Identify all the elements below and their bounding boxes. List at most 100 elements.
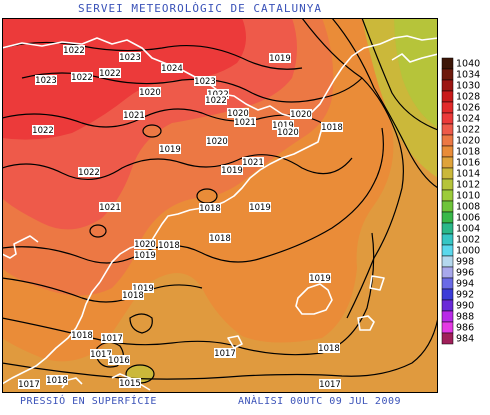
contour-label: 1019 [272,120,294,131]
contour-label: 1022 [63,45,85,56]
legend-swatch [441,277,454,290]
contour-label-box [214,348,236,358]
contour-label-box [122,290,144,300]
contour-label-box [234,117,256,127]
contour-label-text: 1018 [122,291,144,301]
contour-label: 1022 [71,72,93,83]
contour-label-box [209,233,231,243]
contour-label: 1019 [132,283,154,294]
contour-label-text: 1018 [46,376,68,386]
legend-label: 1034 [456,70,480,81]
contour-label-box [71,72,93,82]
contour-label-box [161,63,183,73]
isobar-line [89,224,107,238]
contour-label: 1017 [18,379,40,390]
map-frame [2,18,438,393]
contour-label: 1015 [119,378,141,389]
legend-label: 1016 [456,158,480,169]
contour-label-text: 1023 [35,76,57,86]
contour-label-box [242,157,264,167]
legend-label: 1022 [456,125,480,136]
contour-label-box [108,355,130,365]
contour-label-box [119,52,141,62]
contour-label-text: 1020 [134,240,156,250]
contour-label-text: 1016 [108,356,130,366]
contour-label-text: 1021 [234,118,256,128]
contour-label: 1018 [158,240,180,251]
coastline [391,53,438,63]
map-caption: PRESSIÓ EN SUPERFÍCIE [20,396,157,407]
legend-swatch [441,178,454,191]
contour-label-text: 1019 [132,284,154,294]
isobar-line [142,124,162,138]
pressure-map: 1022102310191023102210221024102310221020… [2,18,438,393]
isobar-line [2,108,323,128]
analysis-date: ANÀLISI 00UTC 09 JUL 2009 [238,396,402,407]
contour-label-text: 1019 [159,145,181,155]
contour-label: 1019 [309,273,331,284]
legend-label: 1010 [456,191,480,202]
contour-label-text: 1021 [123,111,145,121]
contour-label-box [63,45,85,55]
contour-label-text: 1022 [205,96,227,106]
contour-label: 1020 [139,87,161,98]
contour-label-box [269,53,291,63]
legend-swatch [441,244,454,257]
contour-label-text: 1018 [318,344,340,354]
legend-swatch [441,145,454,158]
isobar-line [2,317,438,380]
legend-label: 1030 [456,81,480,92]
contour-label-box [134,250,156,260]
contour-label-box [35,75,57,85]
contour-label-text: 1024 [161,64,183,74]
contour-label-box [78,167,100,177]
contour-label-text: 1015 [119,379,141,389]
coastline [2,35,438,119]
contour-label-text: 1020 [290,110,312,120]
legend-label: 1024 [456,114,480,125]
legend-swatch [441,255,454,268]
contour-label-box [199,203,221,213]
legend-label: 1012 [456,180,480,191]
contour-label: 1018 [122,290,144,301]
contour-label: 1019 [269,53,291,64]
legend-swatch [441,200,454,213]
contour-label-text: 1019 [221,166,243,176]
legend-label: 1008 [456,202,480,213]
legend-label: 986 [456,323,474,334]
contour-label: 1020 [277,127,299,138]
contour-label-box [139,87,161,97]
contour-label-box [123,110,145,120]
contour-label-text: 1022 [78,168,100,178]
island-outline [227,335,243,349]
contour-label: 1018 [71,330,93,341]
contour-label-box [18,379,40,389]
contour-label-text: 1019 [269,54,291,64]
contour-label: 1023 [119,52,141,63]
contour-label-text: 1017 [214,349,236,359]
contour-label: 1019 [221,165,243,176]
contour-label-box [90,349,112,359]
legend-swatch [441,156,454,169]
contour-label-text: 1022 [63,46,85,56]
isobar-line [2,41,303,70]
legend-swatch [441,79,454,92]
contour-label-box [319,379,341,389]
contour-labels: 1022102310191023102210221024102310221020… [18,45,343,390]
legend-swatch [441,299,454,312]
isobar-line [2,154,353,181]
contour-label-text: 1018 [199,204,221,214]
legend-swatch [441,222,454,235]
contour-label: 1016 [108,355,130,366]
contour-label-box [318,343,340,353]
contour-label-text: 1019 [134,251,156,261]
contour-label-box [194,76,216,86]
legend-swatch [441,134,454,147]
contour-label-box [249,202,271,212]
contour-label: 1017 [90,349,112,360]
legend-swatch [441,332,454,345]
legend-swatch [441,123,454,136]
contour-label-box [227,108,249,118]
isobar-line [361,18,438,131]
contour-label-box [277,127,299,137]
